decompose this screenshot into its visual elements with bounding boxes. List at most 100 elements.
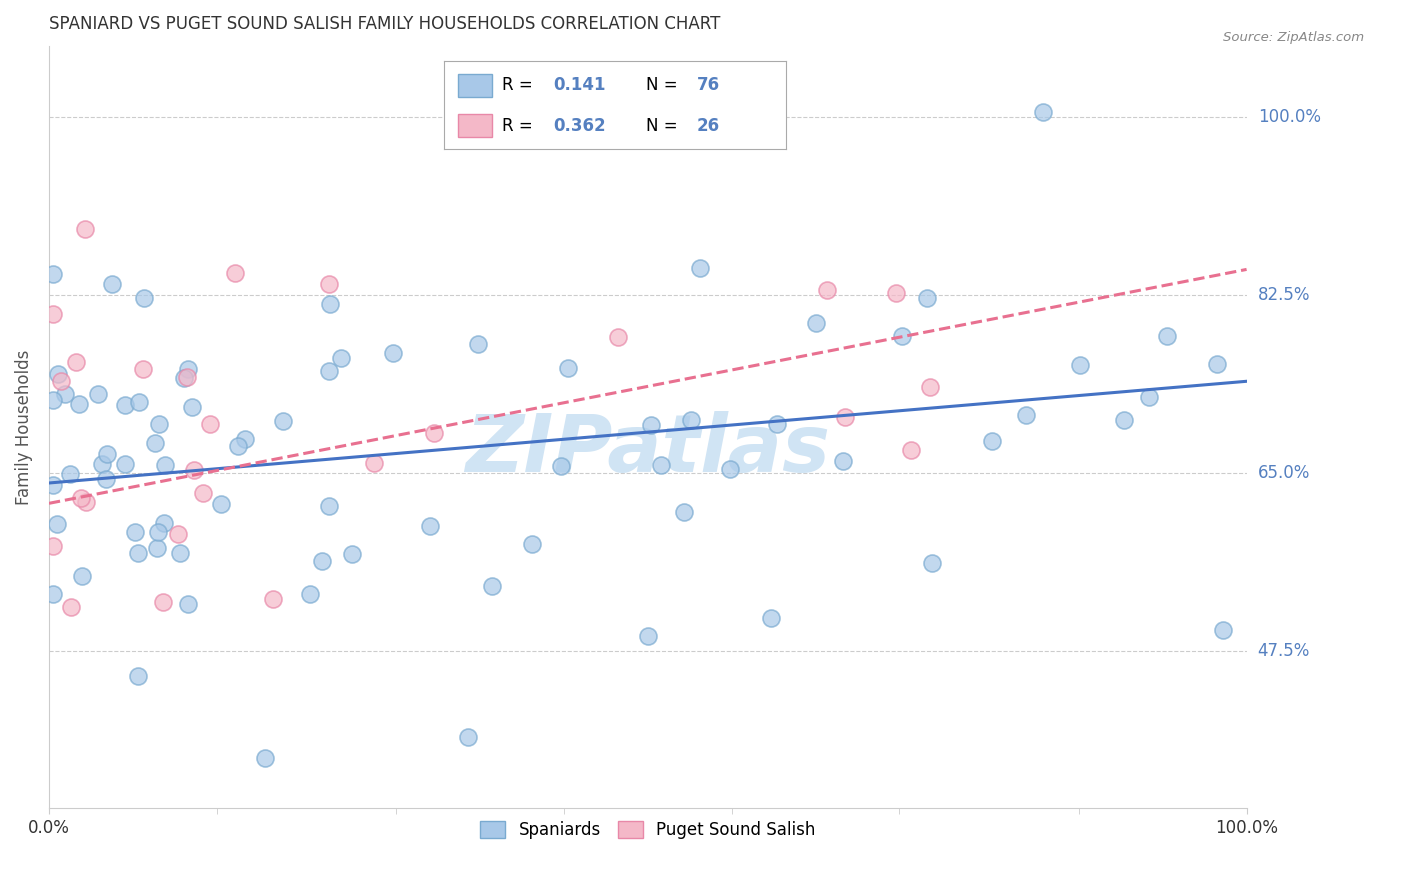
Spaniards — [100, 277, 122, 291]
Spaniards — [67, 397, 90, 411]
Spaniards — [181, 400, 204, 414]
Spaniards — [522, 537, 544, 551]
Spaniards — [679, 413, 702, 427]
Spaniards — [382, 346, 405, 360]
Text: 100.0%: 100.0% — [1258, 108, 1320, 126]
Spaniards — [153, 516, 176, 530]
Spaniards — [481, 579, 503, 593]
Spaniards — [318, 364, 340, 378]
Spaniards — [673, 506, 696, 520]
Spaniards — [114, 457, 136, 471]
Spaniards — [318, 297, 340, 311]
Spaniards — [273, 413, 295, 427]
Spaniards — [253, 750, 276, 764]
Spaniards — [96, 447, 118, 461]
Spaniards — [48, 367, 70, 381]
Spaniards — [832, 454, 855, 468]
Puget Sound Salish — [41, 539, 63, 553]
Spaniards — [689, 260, 711, 275]
Y-axis label: Family Households: Family Households — [15, 350, 32, 505]
Text: 65.0%: 65.0% — [1258, 464, 1310, 482]
Puget Sound Salish — [423, 426, 446, 441]
Spaniards — [759, 610, 782, 624]
Puget Sound Salish — [193, 486, 215, 500]
Puget Sound Salish — [176, 369, 198, 384]
Spaniards — [41, 267, 63, 281]
Spaniards — [226, 439, 249, 453]
Spaniards — [1206, 357, 1229, 371]
Spaniards — [650, 458, 672, 472]
Spaniards — [921, 556, 943, 570]
Puget Sound Salish — [49, 375, 72, 389]
Spaniards — [1156, 329, 1178, 343]
Spaniards — [1212, 624, 1234, 638]
Puget Sound Salish — [834, 409, 856, 424]
Puget Sound Salish — [198, 417, 221, 431]
Puget Sound Salish — [884, 285, 907, 300]
Spaniards — [94, 471, 117, 485]
Spaniards — [70, 569, 93, 583]
Spaniards — [806, 316, 828, 330]
Spaniards — [299, 587, 322, 601]
Spaniards — [148, 524, 170, 539]
Text: 82.5%: 82.5% — [1258, 285, 1310, 304]
Spaniards — [311, 554, 333, 568]
Puget Sound Salish — [900, 442, 922, 457]
Spaniards — [557, 360, 579, 375]
Spaniards — [132, 291, 155, 305]
Spaniards — [637, 628, 659, 642]
Legend: Spaniards, Puget Sound Salish: Spaniards, Puget Sound Salish — [474, 814, 823, 846]
Spaniards — [128, 395, 150, 409]
Spaniards — [718, 462, 741, 476]
Puget Sound Salish — [152, 595, 174, 609]
Spaniards — [340, 547, 363, 561]
Spaniards — [90, 457, 112, 471]
Spaniards — [419, 518, 441, 533]
Spaniards — [640, 417, 662, 432]
Spaniards — [177, 597, 200, 611]
Spaniards — [467, 337, 489, 351]
Text: Source: ZipAtlas.com: Source: ZipAtlas.com — [1223, 31, 1364, 45]
Spaniards — [127, 669, 149, 683]
Spaniards — [124, 524, 146, 539]
Puget Sound Salish — [132, 362, 155, 376]
Puget Sound Salish — [75, 495, 97, 509]
Spaniards — [177, 362, 200, 376]
Spaniards — [46, 516, 69, 531]
Spaniards — [148, 417, 170, 431]
Spaniards — [1032, 104, 1054, 119]
Spaniards — [318, 499, 340, 513]
Spaniards — [233, 432, 256, 446]
Spaniards — [86, 387, 108, 401]
Puget Sound Salish — [224, 267, 246, 281]
Puget Sound Salish — [815, 283, 838, 297]
Puget Sound Salish — [318, 277, 340, 291]
Spaniards — [1015, 408, 1038, 422]
Spaniards — [1137, 390, 1160, 404]
Spaniards — [169, 546, 191, 560]
Spaniards — [153, 458, 176, 472]
Puget Sound Salish — [183, 463, 205, 477]
Puget Sound Salish — [41, 307, 63, 321]
Spaniards — [114, 398, 136, 412]
Puget Sound Salish — [65, 354, 87, 368]
Spaniards — [42, 392, 65, 407]
Spaniards — [209, 497, 232, 511]
Spaniards — [143, 436, 166, 450]
Puget Sound Salish — [167, 527, 190, 541]
Spaniards — [59, 467, 82, 481]
Puget Sound Salish — [59, 599, 82, 614]
Spaniards — [1112, 413, 1135, 427]
Spaniards — [915, 291, 938, 305]
Spaniards — [53, 386, 76, 401]
Spaniards — [127, 546, 149, 560]
Text: SPANIARD VS PUGET SOUND SALISH FAMILY HOUSEHOLDS CORRELATION CHART: SPANIARD VS PUGET SOUND SALISH FAMILY HO… — [49, 15, 720, 33]
Puget Sound Salish — [363, 456, 385, 470]
Spaniards — [41, 477, 63, 491]
Puget Sound Salish — [69, 491, 91, 506]
Text: ZIPatlas: ZIPatlas — [465, 411, 831, 489]
Spaniards — [891, 329, 914, 343]
Puget Sound Salish — [607, 330, 630, 344]
Puget Sound Salish — [918, 379, 941, 393]
Puget Sound Salish — [73, 221, 96, 235]
